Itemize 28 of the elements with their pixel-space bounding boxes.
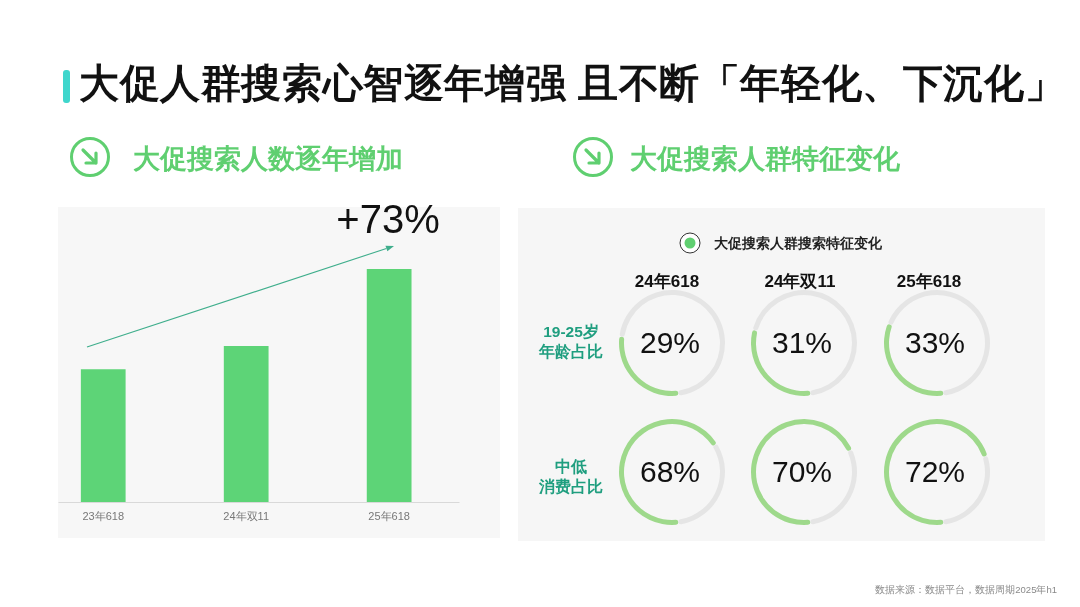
text: 消费占比: [539, 478, 603, 496]
donut-slice: [884, 419, 987, 525]
text: 大促搜索人群特征变化: [630, 144, 900, 176]
text: 年龄占比: [539, 343, 603, 361]
text: 24年618: [634, 272, 700, 292]
data-label: 31%: [771, 326, 833, 359]
donut-slice: [751, 419, 852, 525]
chart-title: 大促搜索人数逐年增加: [133, 144, 403, 176]
x-tick-label: 24年双11: [223, 509, 270, 522]
text: 大促人群搜索心智逐年增强 且不断「年轻化、下沉化」: [79, 60, 1066, 106]
text: 19-25岁: [543, 323, 599, 341]
data-label: 68%: [639, 455, 701, 488]
text: 25年618: [896, 272, 962, 292]
donut-slice: [888, 290, 990, 396]
x-tick-label: 23年618: [82, 509, 125, 522]
donut-slice: [619, 419, 716, 525]
data-label: 72%: [904, 455, 966, 488]
data-label: 29%: [639, 326, 701, 359]
data-label: 70%: [771, 455, 833, 488]
x-tick-label: 25年618: [368, 509, 410, 522]
text: 大促搜索人群搜索特征变化: [714, 236, 882, 252]
data-label: 33%: [904, 326, 966, 359]
donut-slice: [753, 290, 857, 396]
text: 中低: [555, 458, 587, 476]
text: 24年双11: [764, 272, 836, 292]
donut-slice: [619, 290, 725, 396]
source-note: 数据来源：数据平台，数据周期2025年h1: [875, 583, 1057, 596]
text: +73%: [336, 196, 440, 242]
